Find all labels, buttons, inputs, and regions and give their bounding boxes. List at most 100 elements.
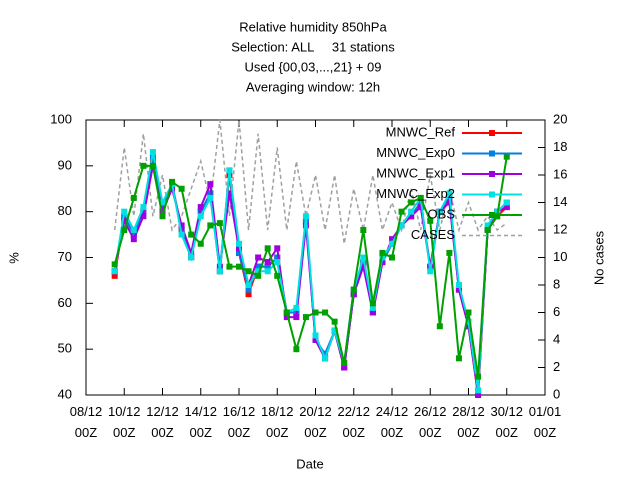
x-tick-label: 14/12 00Z [184, 404, 218, 440]
point [197, 204, 204, 211]
point [159, 199, 166, 206]
point [207, 194, 214, 201]
point [503, 153, 510, 160]
point [455, 286, 462, 293]
x-tick-label: 12/12 00Z [146, 404, 179, 440]
point [149, 149, 156, 156]
point [379, 249, 386, 256]
x-tick-label: 28/12 00Z [452, 404, 485, 440]
point [322, 350, 329, 357]
y2-tick-label: 16 [553, 166, 567, 181]
point [159, 213, 166, 220]
y2-tick-label: 4 [553, 331, 560, 346]
point [274, 272, 281, 279]
point [369, 300, 376, 307]
point [245, 282, 252, 288]
point [484, 222, 491, 229]
point [389, 240, 395, 247]
legend-label: MNWC_Exp2 [376, 186, 455, 201]
point [121, 208, 128, 215]
point [465, 318, 472, 325]
point [293, 314, 300, 321]
point [255, 263, 262, 270]
point [408, 199, 415, 206]
point [455, 282, 462, 288]
point [197, 213, 204, 220]
point [494, 213, 501, 220]
point [121, 217, 128, 224]
point [255, 272, 262, 279]
x-tick-label: 24/12 00Z [375, 404, 409, 440]
legend-label: MNWC_Exp0 [376, 145, 455, 160]
legend-marker [489, 171, 495, 177]
y2-tick-label: 10 [553, 249, 567, 264]
point [111, 268, 118, 275]
point [341, 364, 348, 371]
point [408, 213, 415, 220]
point [264, 259, 271, 266]
title-line: Averaging window: 12h [246, 79, 380, 94]
point [446, 190, 453, 197]
x-tick-label: 22/12 00Z [337, 404, 371, 440]
x-tick-label: 10/12 00Z [107, 404, 141, 440]
x-axis-label: Date [296, 456, 323, 471]
point [475, 392, 482, 398]
y2-axis-label: No cases [591, 230, 606, 285]
y2-tick-label: 12 [553, 221, 567, 236]
point [188, 254, 195, 261]
x-tick-label: 20/12 00Z [299, 404, 332, 440]
legend-label: MNWC_Ref [386, 124, 456, 139]
point [264, 268, 271, 275]
point [178, 222, 185, 229]
point [408, 208, 415, 215]
point [111, 261, 118, 268]
point [216, 268, 223, 275]
y-tick-label: 50 [58, 341, 72, 356]
point [274, 245, 281, 252]
title-line: Used {00,03,...,21} + 09 [245, 59, 382, 74]
y-tick-label: 90 [58, 157, 72, 172]
point [207, 222, 214, 229]
point [236, 240, 242, 247]
y2-tick-label: 0 [553, 386, 560, 401]
point [274, 259, 281, 266]
point [322, 309, 329, 316]
point [245, 291, 252, 298]
point [475, 373, 482, 380]
point [188, 231, 195, 238]
point [302, 213, 309, 220]
legend-label: CASES [411, 227, 455, 242]
x-tick-label: 16/12 00Z [222, 404, 256, 440]
y2-tick-label: 20 [553, 111, 567, 126]
point [465, 309, 472, 316]
y2-tick-label: 18 [553, 139, 567, 154]
point [255, 268, 262, 275]
point [341, 359, 348, 366]
y-tick-label: 40 [58, 386, 72, 401]
point [484, 227, 491, 233]
x-tick-label: 18/12 00Z [260, 404, 294, 440]
y2-tick-label: 14 [553, 194, 567, 209]
y-tick-label: 100 [50, 111, 72, 126]
legend-marker [489, 150, 495, 157]
legend-marker [489, 130, 495, 136]
point [389, 254, 395, 261]
point [130, 227, 137, 233]
point [197, 240, 204, 247]
point [398, 208, 405, 215]
point [207, 181, 214, 188]
point [360, 254, 367, 261]
point [130, 231, 137, 238]
point [226, 190, 233, 197]
point [264, 263, 271, 270]
point [475, 387, 482, 394]
legend-label: MNWC_Exp1 [376, 165, 455, 180]
point [455, 355, 462, 362]
point [236, 245, 242, 252]
point [188, 249, 195, 256]
point [322, 355, 329, 362]
point [398, 222, 405, 229]
title-line: Selection: ALL 31 stations [231, 39, 395, 54]
point [331, 327, 338, 334]
